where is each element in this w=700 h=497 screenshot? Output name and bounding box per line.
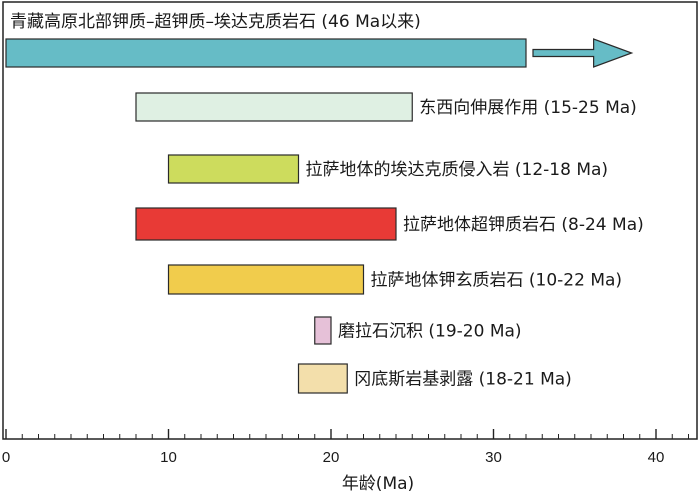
bar-group: 冈底斯岩基剥露 (18-21 Ma): [297, 363, 572, 394]
tick-label: 20: [323, 449, 340, 466]
tick-label: 30: [485, 449, 502, 466]
bar-label: 拉萨地体的埃达克质侵入岩 (12-18 Ma): [306, 160, 609, 180]
bar-label: 青藏高原北部钾质–超钾质–埃达克质岩石 (46 Ma以来): [10, 12, 421, 32]
bar: [167, 154, 300, 184]
bar: [135, 92, 413, 122]
arrow: [532, 38, 634, 68]
x-axis-title: 年龄(Ma): [342, 474, 414, 494]
bar-label: 冈底斯岩基剥露 (18-21 Ma): [354, 370, 572, 390]
bar: [135, 207, 397, 241]
bar-label: 拉萨地体钾玄质岩石 (10-22 Ma): [371, 271, 623, 291]
bar-group: 青藏高原北部钾质–超钾质–埃达克质岩石 (46 Ma以来): [5, 12, 634, 68]
bar-label: 东西向伸展作用 (15-25 Ma): [419, 98, 637, 118]
bar-group: 拉萨地体的埃达克质侵入岩 (12-18 Ma): [167, 154, 609, 184]
bar-group: 拉萨地体超钾质岩石 (8-24 Ma): [135, 207, 644, 241]
bar: [5, 38, 527, 68]
x-axis: 0 10 20 30 40: [2, 429, 689, 466]
bars-layer: 青藏高原北部钾质–超钾质–埃达克质岩石 (46 Ma以来) 东西向伸展作用 (15…: [5, 12, 644, 394]
bar-group: 磨拉石沉积 (19-20 Ma): [314, 316, 522, 345]
bar: [314, 316, 332, 345]
bar-label: 拉萨地体超钾质岩石 (8-24 Ma): [403, 215, 644, 235]
tick-label: 40: [648, 449, 665, 466]
bar-group: 东西向伸展作用 (15-25 Ma): [135, 92, 637, 122]
tick-label: 0: [2, 449, 10, 466]
bar: [297, 363, 348, 394]
bar-label: 磨拉石沉积 (19-20 Ma): [338, 322, 522, 342]
plot-frame: [2, 1, 698, 440]
tick-label: 10: [160, 449, 177, 466]
bar: [167, 264, 365, 295]
bar-group: 拉萨地体钾玄质岩石 (10-22 Ma): [167, 264, 623, 295]
